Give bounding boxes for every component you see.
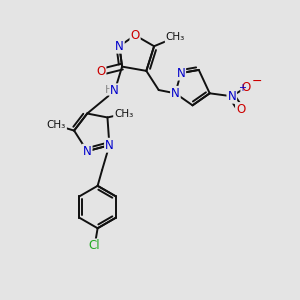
Text: N: N [171, 87, 180, 100]
Text: CH₃: CH₃ [166, 32, 185, 42]
Text: O: O [130, 29, 140, 42]
Text: N: N [83, 145, 92, 158]
Text: O: O [241, 81, 250, 94]
Text: N: N [110, 84, 119, 97]
Text: N: N [115, 40, 124, 53]
Text: H: H [105, 85, 114, 95]
Text: O: O [96, 65, 106, 78]
Text: CH₃: CH₃ [47, 120, 66, 130]
Text: N: N [227, 90, 236, 103]
Text: N: N [105, 139, 114, 152]
Text: Cl: Cl [89, 239, 100, 252]
Text: CH₃: CH₃ [114, 109, 133, 119]
Text: +: + [238, 83, 246, 93]
Text: N: N [176, 67, 185, 80]
Text: O: O [236, 103, 245, 116]
Text: −: − [251, 74, 262, 88]
